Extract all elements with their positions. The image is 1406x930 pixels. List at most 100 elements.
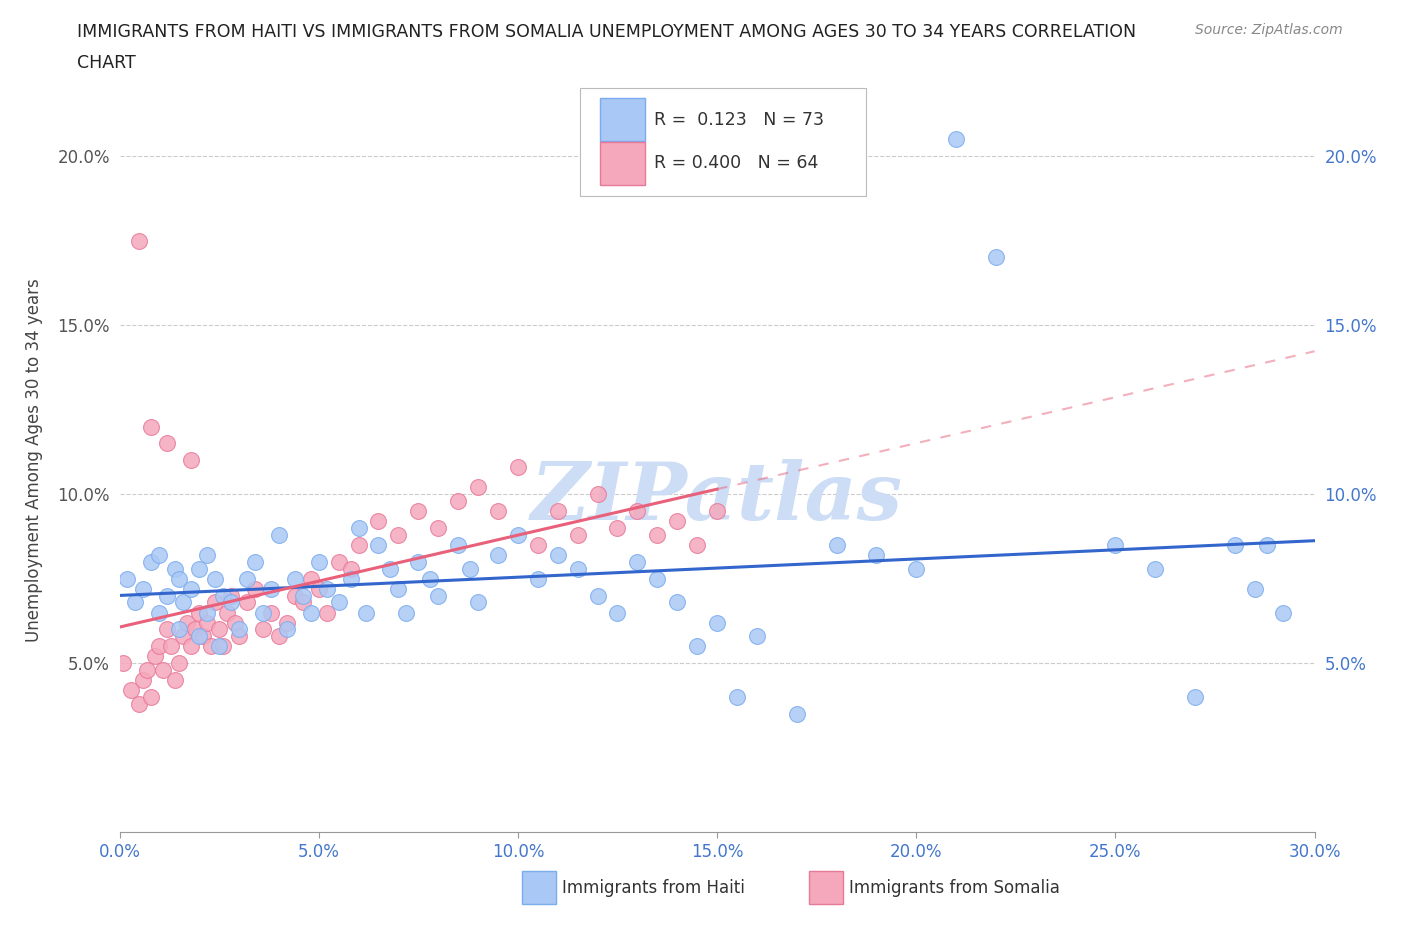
Point <box>284 588 307 603</box>
Point <box>427 588 450 603</box>
Text: CHART: CHART <box>77 54 136 72</box>
Point <box>686 538 709 552</box>
Point <box>308 554 330 569</box>
Point <box>686 639 709 654</box>
Point <box>243 554 266 569</box>
Point <box>260 581 283 596</box>
Point <box>299 605 322 620</box>
Point <box>586 486 609 501</box>
Text: Immigrants from Haiti: Immigrants from Haiti <box>562 879 745 897</box>
Point <box>228 629 250 644</box>
Point <box>188 605 211 620</box>
Point <box>217 605 239 620</box>
Point <box>606 521 628 536</box>
FancyBboxPatch shape <box>579 88 866 196</box>
Point <box>380 561 402 576</box>
Point <box>284 571 307 586</box>
Point <box>315 605 337 620</box>
Text: R = 0.400   N = 64: R = 0.400 N = 64 <box>654 154 818 172</box>
Point <box>180 639 202 654</box>
Point <box>315 581 337 596</box>
Point <box>276 616 298 631</box>
Point <box>236 595 259 610</box>
Point <box>725 690 748 705</box>
Point <box>1244 581 1267 596</box>
Point <box>180 453 202 468</box>
Point <box>252 622 274 637</box>
Point <box>567 527 589 542</box>
Point <box>905 561 928 576</box>
FancyBboxPatch shape <box>600 142 645 185</box>
Point <box>1256 538 1278 552</box>
Point <box>626 504 648 519</box>
Point <box>626 554 648 569</box>
Point <box>467 595 489 610</box>
Point <box>339 571 361 586</box>
Point <box>195 605 218 620</box>
Point <box>208 639 231 654</box>
FancyBboxPatch shape <box>808 871 842 904</box>
Text: ZIPatlas: ZIPatlas <box>531 458 903 537</box>
Point <box>204 571 226 586</box>
Text: Immigrants from Somalia: Immigrants from Somalia <box>849 879 1059 897</box>
Point <box>276 622 298 637</box>
Point <box>208 622 231 637</box>
Point <box>219 595 242 610</box>
Point <box>141 419 163 434</box>
Point <box>165 561 187 576</box>
Point <box>786 707 808 722</box>
Text: R =  0.123   N = 73: R = 0.123 N = 73 <box>654 111 824 128</box>
Point <box>243 581 266 596</box>
Point <box>706 504 728 519</box>
Point <box>148 605 170 620</box>
Point <box>825 538 848 552</box>
Point <box>387 581 409 596</box>
Point <box>1104 538 1126 552</box>
Point <box>1271 605 1294 620</box>
Point <box>191 629 215 644</box>
Point <box>865 548 887 563</box>
Point <box>141 554 163 569</box>
Point <box>666 513 689 528</box>
Point <box>506 527 529 542</box>
Point <box>339 561 361 576</box>
Point <box>252 605 274 620</box>
Point <box>236 571 259 586</box>
Point <box>408 504 430 519</box>
Point <box>228 622 250 637</box>
Point <box>141 690 163 705</box>
Point <box>291 588 314 603</box>
Point <box>132 672 155 687</box>
Point <box>148 639 170 654</box>
Point <box>367 513 389 528</box>
Point <box>176 616 198 631</box>
Point <box>128 697 150 711</box>
Point <box>567 561 589 576</box>
Text: Source: ZipAtlas.com: Source: ZipAtlas.com <box>1195 23 1343 37</box>
Point <box>447 538 470 552</box>
Point <box>666 595 689 610</box>
Point <box>188 561 211 576</box>
Point <box>1223 538 1246 552</box>
Point <box>328 595 350 610</box>
Point <box>195 616 218 631</box>
Point <box>745 629 768 644</box>
Point <box>527 571 550 586</box>
Point <box>124 595 146 610</box>
Point <box>267 629 290 644</box>
Point <box>267 527 290 542</box>
Point <box>156 588 179 603</box>
Point <box>308 581 330 596</box>
Point <box>169 622 191 637</box>
Point <box>467 480 489 495</box>
Point <box>200 639 222 654</box>
Point <box>347 521 370 536</box>
Point <box>224 616 246 631</box>
Point <box>647 571 669 586</box>
Point <box>260 605 283 620</box>
FancyBboxPatch shape <box>600 99 645 141</box>
Point <box>188 629 211 644</box>
Point <box>547 504 569 519</box>
Point <box>165 672 187 687</box>
Point <box>152 662 174 677</box>
